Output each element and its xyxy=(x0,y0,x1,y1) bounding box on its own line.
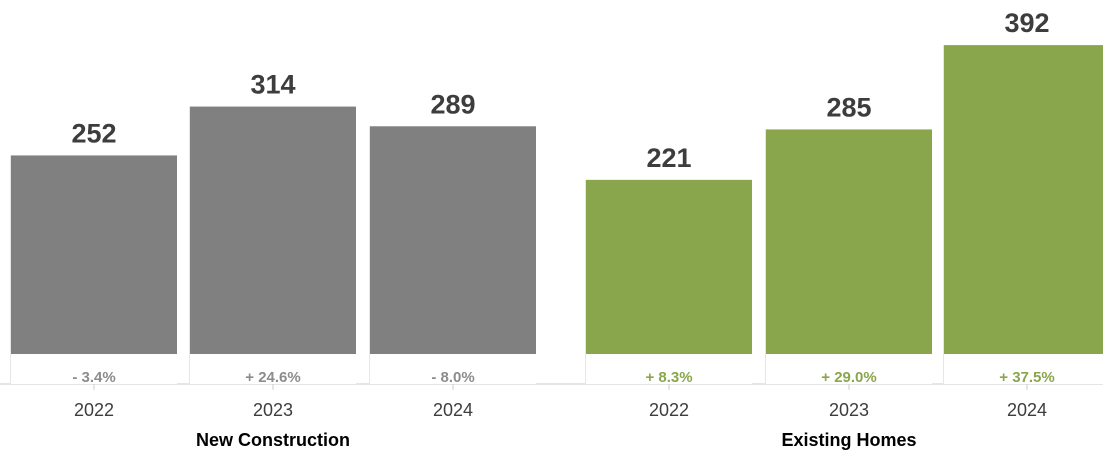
bar-edge-new-construction-2022 xyxy=(10,155,11,384)
year-label-existing-homes-2023: 2023 xyxy=(829,400,869,420)
value-label-new-construction-2022: 252 xyxy=(71,118,116,148)
value-label-existing-homes-2022: 221 xyxy=(646,143,691,173)
bar-existing-homes-2024 xyxy=(944,45,1103,354)
bar-edge-existing-homes-2023 xyxy=(765,129,766,384)
value-label-new-construction-2024: 289 xyxy=(430,89,475,119)
change-band-new-construction-2022 xyxy=(11,354,177,384)
change-label-existing-homes-2023: + 29.0% xyxy=(821,369,876,386)
bar-edge-existing-homes-2024 xyxy=(943,45,944,384)
change-label-new-construction-2023: + 24.6% xyxy=(245,369,300,386)
change-label-existing-homes-2024: + 37.5% xyxy=(999,369,1054,386)
year-label-new-construction-2023: 2023 xyxy=(253,400,293,420)
change-band-existing-homes-2024 xyxy=(944,354,1103,384)
group-label-new-construction: New Construction xyxy=(196,430,350,450)
value-label-new-construction-2023: 314 xyxy=(250,70,295,100)
bar-new-construction-2022 xyxy=(11,155,177,354)
change-band-existing-homes-2022 xyxy=(586,354,752,384)
year-label-new-construction-2024: 2024 xyxy=(433,400,473,420)
bar-edge-existing-homes-2022 xyxy=(585,179,586,384)
change-label-new-construction-2022: - 3.4% xyxy=(72,369,115,386)
change-band-new-construction-2023 xyxy=(190,354,356,384)
group-label-existing-homes: Existing Homes xyxy=(781,430,916,450)
bar-edge-new-construction-2024 xyxy=(369,126,370,384)
year-label-new-construction-2022: 2022 xyxy=(74,400,114,420)
bar-new-construction-2024 xyxy=(370,126,536,354)
bar-existing-homes-2022 xyxy=(586,179,752,354)
change-band-existing-homes-2023 xyxy=(766,354,932,384)
bar-edge-new-construction-2023 xyxy=(189,106,190,385)
change-label-existing-homes-2022: + 8.3% xyxy=(645,369,692,386)
year-label-existing-homes-2022: 2022 xyxy=(649,400,689,420)
year-label-existing-homes-2024: 2024 xyxy=(1007,400,1047,420)
change-label-new-construction-2024: - 8.0% xyxy=(431,369,474,386)
bar-existing-homes-2023 xyxy=(766,129,932,354)
value-label-existing-homes-2024: 392 xyxy=(1004,8,1049,38)
value-label-existing-homes-2023: 285 xyxy=(826,92,871,122)
change-band-new-construction-2024 xyxy=(370,354,536,384)
bar-new-construction-2023 xyxy=(190,106,356,355)
